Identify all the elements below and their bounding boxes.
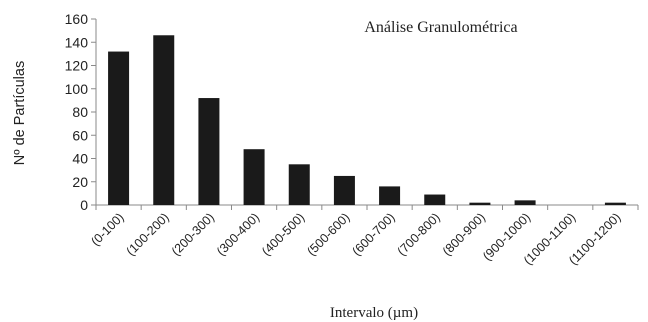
y-axis-label: Nº de Partículas xyxy=(12,61,28,165)
bars-group xyxy=(108,35,626,206)
bar xyxy=(379,186,401,205)
y-tick-label: 140 xyxy=(65,34,89,50)
bar xyxy=(604,202,626,205)
x-tick-label: (300-400) xyxy=(214,210,262,258)
x-tick-label: (500-600) xyxy=(304,210,352,258)
x-tick-label: (600-700) xyxy=(349,210,397,258)
bar xyxy=(288,164,310,205)
bar xyxy=(108,51,130,205)
bar xyxy=(424,194,446,205)
bar xyxy=(243,149,265,205)
x-axis xyxy=(95,204,639,210)
bar xyxy=(153,35,175,206)
bar xyxy=(469,202,491,205)
x-tick-label: (700-800) xyxy=(395,210,443,258)
y-tick-label: 60 xyxy=(72,127,88,143)
y-axis: 0 20 40 60 80 100 120 140 160 xyxy=(65,11,97,213)
bar xyxy=(198,98,220,205)
y-tick-label: 80 xyxy=(72,104,88,120)
x-tick-labels: (0-100)(100-200)(200-300)(300-400)(400-5… xyxy=(88,210,623,267)
y-tick-label: 120 xyxy=(65,58,89,74)
x-tick-label: (0-100) xyxy=(88,210,126,248)
x-tick-label: (800-900) xyxy=(440,210,488,258)
bar xyxy=(333,175,355,205)
x-axis-label: Intervalo (µm) xyxy=(330,305,418,321)
x-tick-label: (100-200) xyxy=(124,210,172,258)
y-tick-label: 100 xyxy=(65,81,89,97)
x-tick-label: (200-300) xyxy=(169,210,217,258)
y-tick-label: 40 xyxy=(72,151,88,167)
y-tick-label: 160 xyxy=(65,11,89,27)
y-tick-label: 20 xyxy=(72,174,88,190)
bar xyxy=(514,200,536,205)
y-tick-label: 0 xyxy=(80,197,88,213)
chart-title: Análise Granulométrica xyxy=(364,19,517,36)
x-tick-label: (400-500) xyxy=(259,210,307,258)
